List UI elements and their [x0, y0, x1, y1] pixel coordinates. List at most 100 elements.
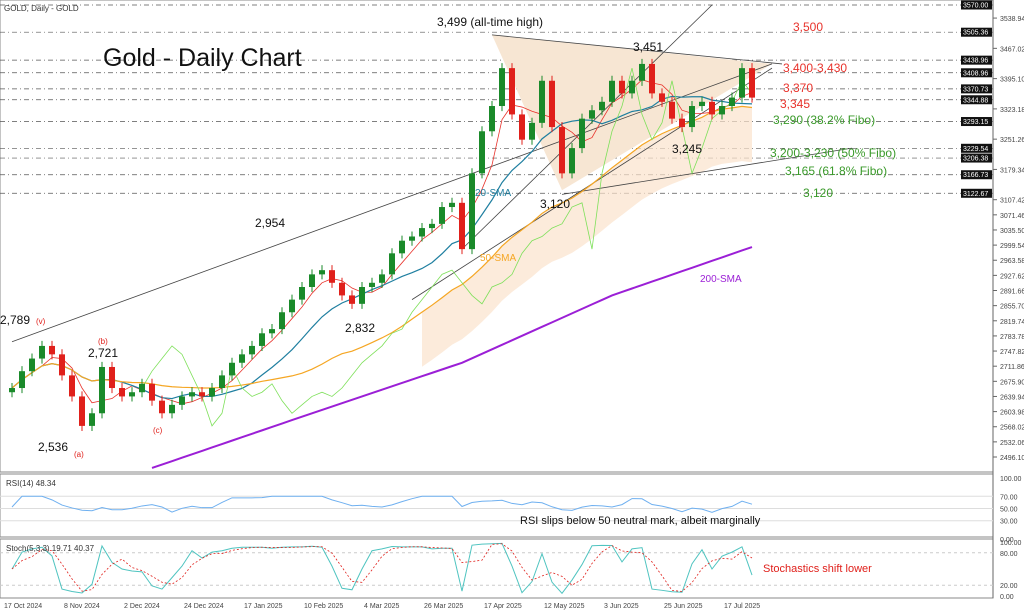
rsi-note: RSI slips below 50 neutral mark, albeit …: [520, 515, 761, 527]
candle: [139, 383, 145, 393]
candle: [69, 375, 75, 397]
candle: [9, 388, 15, 393]
price-tick-label: 3395.10: [1000, 77, 1024, 84]
candle: [489, 106, 495, 132]
trendline: [561, 147, 853, 195]
price-tick-label: 3071.46: [1000, 213, 1024, 220]
candle: [569, 148, 575, 174]
date-tick-label: 25 Jun 2025: [664, 603, 703, 610]
price-tick-label: 3538.94: [1000, 16, 1024, 23]
date-tick-label: 26 Mar 2025: [424, 603, 463, 610]
candle: [109, 366, 115, 389]
price-level-label: 3505.36: [963, 30, 988, 37]
price-level-label: 3229.54: [963, 146, 988, 153]
level-annotation: 3,345: [780, 97, 810, 111]
date-tick-label: 17 Jul 2025: [724, 603, 760, 610]
lagging-span-line: [141, 68, 753, 427]
candle: [509, 68, 515, 115]
candle: [19, 371, 25, 389]
candle: [529, 122, 535, 140]
price-tick-label: 3323.18: [1000, 107, 1024, 114]
candle: [669, 101, 675, 119]
price-tick-label: 2891.66: [1000, 289, 1024, 296]
price-level-box: [961, 143, 992, 153]
price-level-box: [961, 153, 992, 163]
symbol-label: GOLD, Daily - GOLD: [4, 4, 79, 13]
candle: [709, 101, 715, 115]
price-level-box: [961, 0, 992, 10]
candle: [39, 345, 45, 359]
candle: [379, 274, 385, 283]
price-annotation: 3,451: [633, 40, 663, 54]
stoch-tick-label: 100.00: [1000, 540, 1022, 547]
stoch-label: Stoch(5,3,3) 19.71 40.37: [6, 544, 95, 553]
candle: [679, 118, 685, 128]
candle: [719, 106, 725, 115]
candle: [419, 228, 425, 237]
price-annotation: 2,536: [38, 440, 68, 454]
candle: [499, 68, 505, 107]
price-tick-label: 3035.50: [1000, 228, 1024, 235]
sma50-line: [11, 105, 753, 389]
date-tick-label: 3 Jun 2025: [604, 603, 639, 610]
level-annotation: 3,500: [793, 20, 823, 34]
price-level-box: [961, 117, 992, 127]
candle: [549, 80, 555, 128]
rsi-panel: [0, 473, 994, 538]
price-tick-label: 2747.82: [1000, 349, 1024, 356]
stoch-panel: [0, 538, 994, 599]
price-tick-label: 2819.74: [1000, 319, 1024, 326]
candle: [329, 270, 335, 283]
stoch-tick-label: 0.00: [1000, 594, 1014, 601]
candle: [359, 287, 365, 304]
price-tick-label: 2927.62: [1000, 273, 1024, 280]
ichimoku-cloud: [422, 106, 752, 367]
level-annotation: 3,120: [803, 186, 833, 200]
candle: [459, 202, 465, 250]
price-annotation: 2,832: [345, 321, 375, 335]
date-tick-label: 17 Apr 2025: [484, 603, 522, 610]
candle: [309, 274, 315, 288]
trendline: [491, 34, 783, 65]
candle: [339, 282, 345, 296]
level-annotation: 3,290 (38.2% Fibo): [773, 113, 875, 127]
price-tick-label: 3179.34: [1000, 167, 1024, 174]
wave-label: (b): [98, 337, 108, 346]
candle: [409, 236, 415, 241]
price-level-label: 3438.96: [963, 58, 988, 65]
candle: [189, 392, 195, 397]
price-annotation: 3,120: [540, 197, 570, 211]
rsi-tick-label: 50.00: [1000, 507, 1018, 514]
date-tick-label: 17 Jan 2025: [244, 603, 283, 610]
sma200-line: [151, 246, 753, 469]
price-tick-label: 3467.02: [1000, 46, 1024, 53]
candle: [129, 392, 135, 397]
main-panel: [0, 0, 994, 473]
candle: [739, 68, 745, 98]
candle: [649, 63, 655, 94]
price-tick-label: 2568.02: [1000, 425, 1024, 432]
candle: [539, 80, 545, 123]
candle: [579, 118, 585, 149]
candle: [599, 101, 605, 111]
candle: [519, 114, 525, 140]
candle: [239, 354, 245, 363]
candle: [219, 375, 225, 389]
price-level-box: [961, 84, 992, 94]
candle: [179, 396, 185, 405]
chart-title: Gold - Daily Chart: [103, 44, 302, 72]
price-level-box: [961, 55, 992, 65]
price-annotation: 3,245: [672, 142, 702, 156]
candle: [299, 287, 305, 300]
price-tick-label: 2532.06: [1000, 440, 1024, 447]
candle: [279, 312, 285, 330]
candle: [99, 366, 105, 414]
price-level-box: [961, 95, 992, 105]
stoch-k-line: [11, 542, 753, 595]
price-level-label: 3206.38: [963, 156, 988, 163]
price-level-label: 3570.00: [963, 3, 988, 10]
date-tick-label: 8 Nov 2024: [64, 603, 100, 610]
candle: [389, 253, 395, 275]
